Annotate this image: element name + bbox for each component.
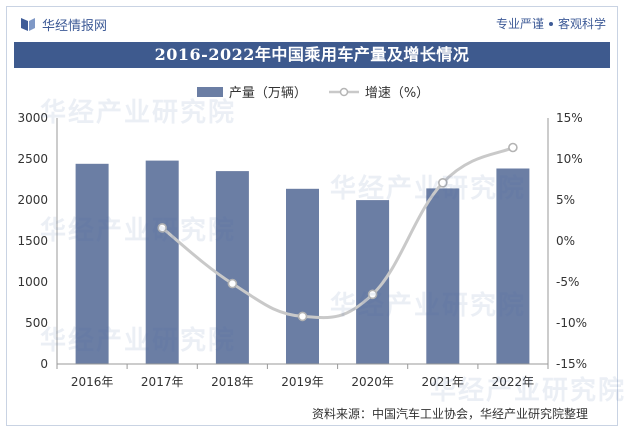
y-right-tick-label: -5% (556, 275, 579, 289)
x-tick-label: 2022年 (492, 375, 535, 389)
y-left-tick-label: 0 (40, 357, 48, 371)
bar-2016年 (75, 163, 109, 364)
y-left-tick-label: 3000 (17, 111, 48, 125)
y-right-tick-label: 10% (556, 152, 583, 166)
slogan-left: 专业严谨 (495, 17, 544, 31)
y-right-tick-label: 0% (556, 234, 575, 248)
y-left-tick-label: 2500 (17, 152, 48, 166)
slogan-dot-icon (548, 21, 553, 26)
legend-label-output: 产量（万辆） (228, 86, 307, 101)
x-tick-label: 2021年 (422, 375, 465, 389)
growth-point-2018年 (227, 278, 238, 289)
growth-point-2020年 (367, 289, 378, 300)
bar-2021年 (426, 188, 460, 364)
x-tick-label: 2019年 (281, 375, 324, 389)
bar-2018年 (215, 171, 249, 364)
growth-point-2017年 (157, 223, 167, 233)
growth-point-2022年 (508, 142, 518, 153)
legend-item-growth: 增速（%） (328, 82, 430, 101)
y-right-tick-label: -10% (556, 316, 587, 330)
x-tick-label: 2016年 (71, 375, 114, 389)
y-right-tick-label: 5% (556, 193, 575, 207)
brand: 华经情报网 (20, 14, 107, 34)
chart-title: 2016-2022年中国乘用车产量及增长情况 (14, 42, 610, 68)
axes-group: 0 500 1000 1500 2000 2500 3000 -15% -10% -5% 0% 5% 1… (17, 111, 587, 389)
growth-line (161, 146, 514, 320)
growth-point-2021年 (437, 178, 448, 188)
y-right-tick-label: 15% (556, 111, 583, 125)
source-note: 资料来源：中国汽车工业协会，华经产业研究院整理 (311, 407, 588, 421)
growth-point-2019年 (297, 311, 308, 322)
legend-item-output: 产量（万辆） (196, 82, 307, 101)
brand-logo-icon (21, 18, 35, 31)
y-left-tick-label: 1500 (17, 234, 48, 248)
legend-line-swatch (328, 87, 359, 96)
y-left-tick-label: 1000 (17, 275, 48, 289)
bars-group (75, 160, 530, 364)
top-bar: 华经情报网 专业严谨 客观科学 (6, 8, 618, 38)
x-tick-label: 2017年 (141, 375, 184, 389)
legend-bar-swatch (196, 86, 223, 97)
y-left-tick-label: 2000 (17, 193, 48, 207)
y-right-tick-label: -15% (556, 357, 587, 371)
slogan: 专业严谨 客观科学 (496, 15, 606, 32)
x-tick-label: 2018年 (211, 375, 254, 389)
bar-2017年 (145, 160, 179, 364)
legend-label-growth: 增速（%） (364, 86, 430, 101)
bar-2019年 (286, 188, 319, 364)
chart-frame (6, 6, 618, 426)
brand-name: 华经情报网 (42, 18, 108, 34)
y-left-tick-label: 500 (25, 316, 48, 330)
bar-2022年 (496, 168, 530, 364)
slogan-right: 客观科学 (557, 17, 606, 31)
x-tick-label: 2020年 (351, 375, 394, 389)
growth-line-group (157, 142, 518, 322)
legend: 产量（万辆） 增速（%） (0, 82, 626, 101)
